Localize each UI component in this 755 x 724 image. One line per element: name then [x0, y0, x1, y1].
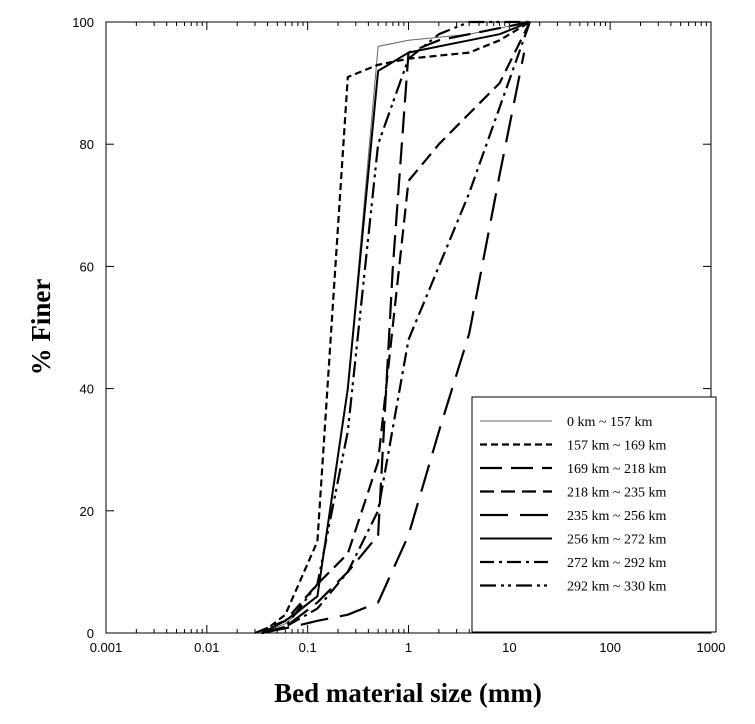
y-tick-label: 100 — [72, 15, 94, 30]
series-line — [254, 21, 531, 635]
x-tick-label: 10 — [502, 640, 516, 655]
series-line — [261, 20, 530, 635]
y-tick-label: 40 — [80, 382, 94, 397]
y-tick-label: 0 — [87, 626, 94, 641]
series-line — [261, 21, 531, 634]
series-line — [261, 21, 531, 634]
x-axis-ticks: 0.001 0.01 0.1 1 10 100 1000 — [90, 22, 726, 655]
legend: 0 km ~ 157 km 157 km ~ 169 km 169 km ~ 218… — [471, 396, 717, 633]
legend-label: 0 km ~ 157 km — [567, 415, 652, 430]
y-axis-title: % Finer — [26, 279, 56, 376]
legend-box — [471, 396, 717, 633]
legend-label: 256 km ~ 272 km — [567, 533, 666, 548]
x-tick-label: 1 — [405, 640, 412, 655]
legend-label: 169 km ~ 218 km — [567, 462, 666, 477]
series-line — [261, 20, 531, 635]
y-tick-label: 60 — [80, 259, 94, 274]
x-tick-label: 0.001 — [90, 640, 123, 655]
legend-label: 157 km ~ 169 km — [567, 439, 666, 454]
y-tick-label: 80 — [80, 137, 94, 152]
x-tick-label: 0.1 — [299, 640, 317, 655]
y-tick-label: 20 — [80, 504, 94, 519]
legend-label: 272 km ~ 292 km — [567, 556, 666, 571]
x-tick-label: 0.01 — [194, 640, 219, 655]
y-axis-ticks: 0 20 40 60 80 100 — [72, 15, 711, 641]
series-line — [261, 52, 526, 635]
x-tick-label: 100 — [599, 640, 621, 655]
legend-label: 218 km ~ 235 km — [567, 486, 666, 501]
series-group — [254, 20, 531, 635]
x-axis-title: Bed material size (mm) — [274, 678, 542, 708]
series-line — [261, 21, 531, 635]
x-tick-label: 1000 — [697, 640, 726, 655]
legend-label: 292 km ~ 330 km — [567, 580, 666, 595]
legend-label: 235 km ~ 256 km — [567, 509, 666, 524]
